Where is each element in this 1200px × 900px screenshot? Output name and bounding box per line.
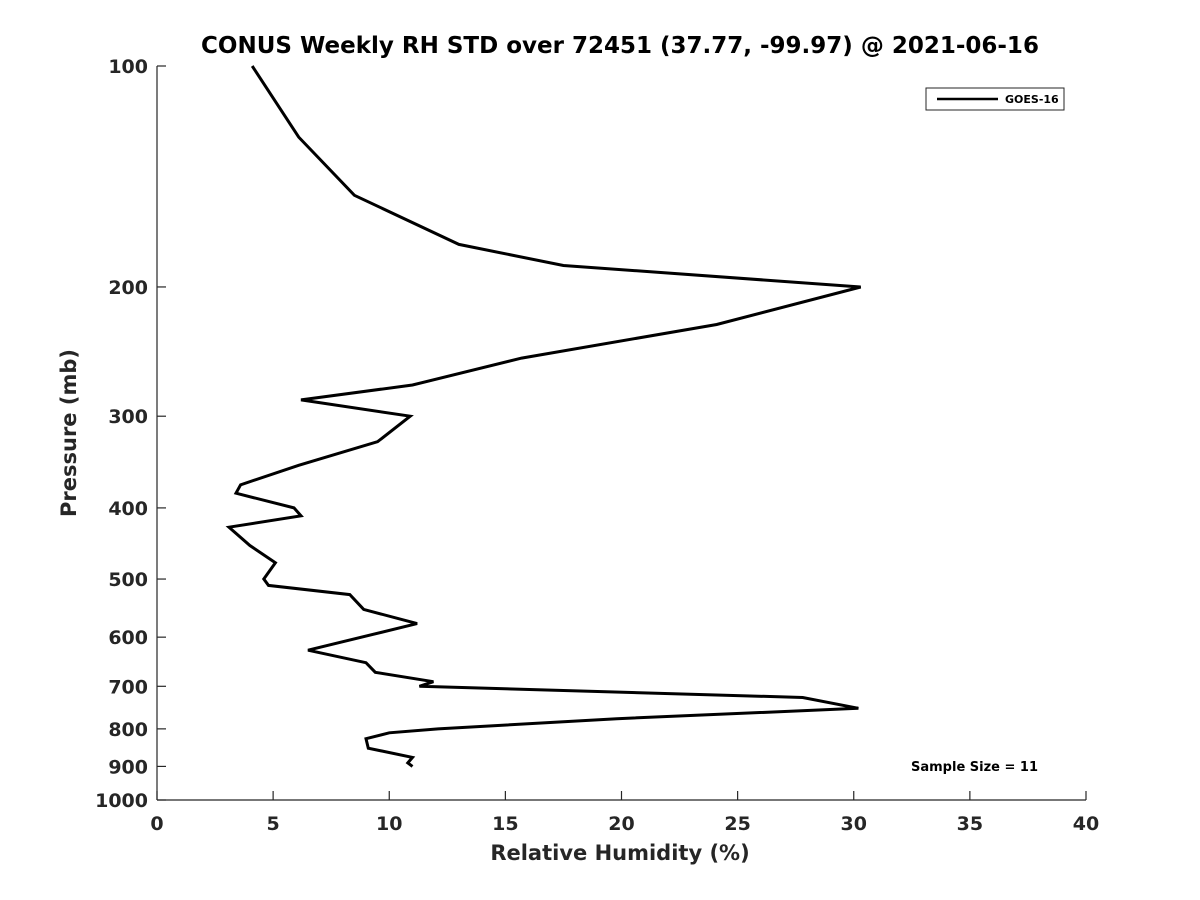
- axes-frame: [156, 66, 1086, 801]
- y-tick-label-600: 600: [108, 627, 148, 649]
- y-tick-label-1000: 1000: [95, 790, 148, 812]
- y-tick-label-900: 900: [108, 756, 148, 778]
- chart-title: CONUS Weekly RH STD over 72451 (37.77, -…: [201, 33, 1039, 59]
- y-tick-label-300: 300: [108, 406, 148, 428]
- series-layer: [225, 65, 862, 768]
- y-tick-label-400: 400: [108, 498, 148, 520]
- legend-label-goes16: GOES-16: [1005, 93, 1059, 106]
- series-line-goes-16: [225, 65, 862, 768]
- legend: GOES-16: [925, 87, 1065, 111]
- sample-size-annotation: Sample Size = 11: [911, 760, 1038, 775]
- y-axis-label: Pressure (mb): [57, 349, 81, 517]
- y-tick-label-100: 100: [108, 56, 148, 78]
- x-tick-label-30: 30: [841, 813, 867, 835]
- x-tick-label-20: 20: [608, 813, 634, 835]
- x-tick-label-25: 25: [724, 813, 750, 835]
- y-tick-label-500: 500: [108, 569, 148, 591]
- x-tick-label-15: 15: [492, 813, 518, 835]
- x-ticks: 0 5 10 15 20 25 30 35 40: [150, 791, 1099, 835]
- y-tick-label-700: 700: [108, 676, 148, 698]
- y-tick-label-200: 200: [108, 277, 148, 299]
- x-tick-label-35: 35: [957, 813, 983, 835]
- x-tick-label-40: 40: [1073, 813, 1099, 835]
- x-tick-label-10: 10: [376, 813, 402, 835]
- y-ticks: 100 200 300 400 500 600 700 800 900 1000: [95, 56, 166, 812]
- x-tick-label-5: 5: [267, 813, 280, 835]
- x-tick-label-0: 0: [150, 813, 163, 835]
- x-axis-label: Relative Humidity (%): [490, 841, 749, 865]
- y-tick-label-800: 800: [108, 719, 148, 741]
